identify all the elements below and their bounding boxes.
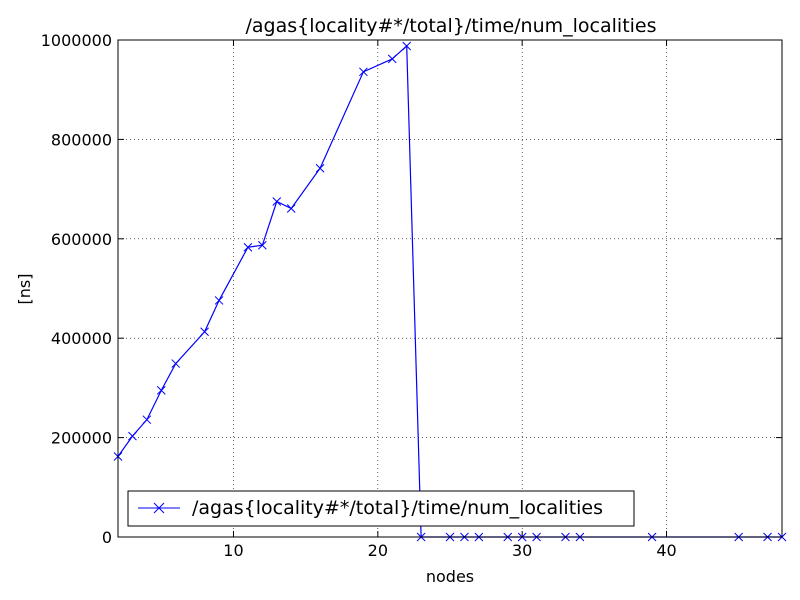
x-tick-label: 30 xyxy=(512,541,532,560)
x-axis-label: nodes xyxy=(426,567,474,586)
axis-ticks: 10 20 30 40 0 200000 400000 600000 800000 1000000 xyxy=(41,31,782,560)
series-line xyxy=(117,44,782,538)
x-tick-label: 20 xyxy=(368,541,388,560)
y-tick-label: 200000 xyxy=(51,429,112,448)
data-point-marker xyxy=(214,296,224,305)
data-point-marker xyxy=(402,41,412,51)
y-tick-label: 600000 xyxy=(51,230,112,249)
legend-marker-x xyxy=(153,502,165,514)
data-point-marker xyxy=(315,163,325,173)
data-point-marker xyxy=(156,386,166,395)
data-point-marker xyxy=(128,431,137,441)
data-point-marker xyxy=(272,197,282,206)
data-point-marker xyxy=(200,327,209,337)
data-point-marker xyxy=(387,54,397,64)
y-axis-label: [ns] xyxy=(15,274,34,305)
chart-title: /agas{locality#*/total}/time/num_localit… xyxy=(245,15,656,37)
y-tick-label: 1000000 xyxy=(41,31,112,50)
legend-label: /agas{locality#*/total}/time/num_localit… xyxy=(192,497,603,519)
legend-box xyxy=(127,490,635,527)
plot-frame xyxy=(117,39,783,538)
data-point-marker xyxy=(286,204,296,213)
data-point-marker xyxy=(257,240,267,250)
data-point-marker xyxy=(359,67,368,77)
plot-area xyxy=(113,41,787,542)
y-tick-label: 400000 xyxy=(51,329,112,348)
data-point-marker xyxy=(171,359,181,368)
data-point-marker xyxy=(142,415,152,425)
x-tick-label: 10 xyxy=(223,541,243,560)
legend: /agas{locality#*/total}/time/num_localit… xyxy=(127,490,635,527)
x-tick-label: 40 xyxy=(656,541,676,560)
data-point-marker xyxy=(243,242,253,252)
y-tick-label: 0 xyxy=(102,528,112,547)
grid xyxy=(118,40,782,537)
y-tick-label: 800000 xyxy=(51,130,112,149)
